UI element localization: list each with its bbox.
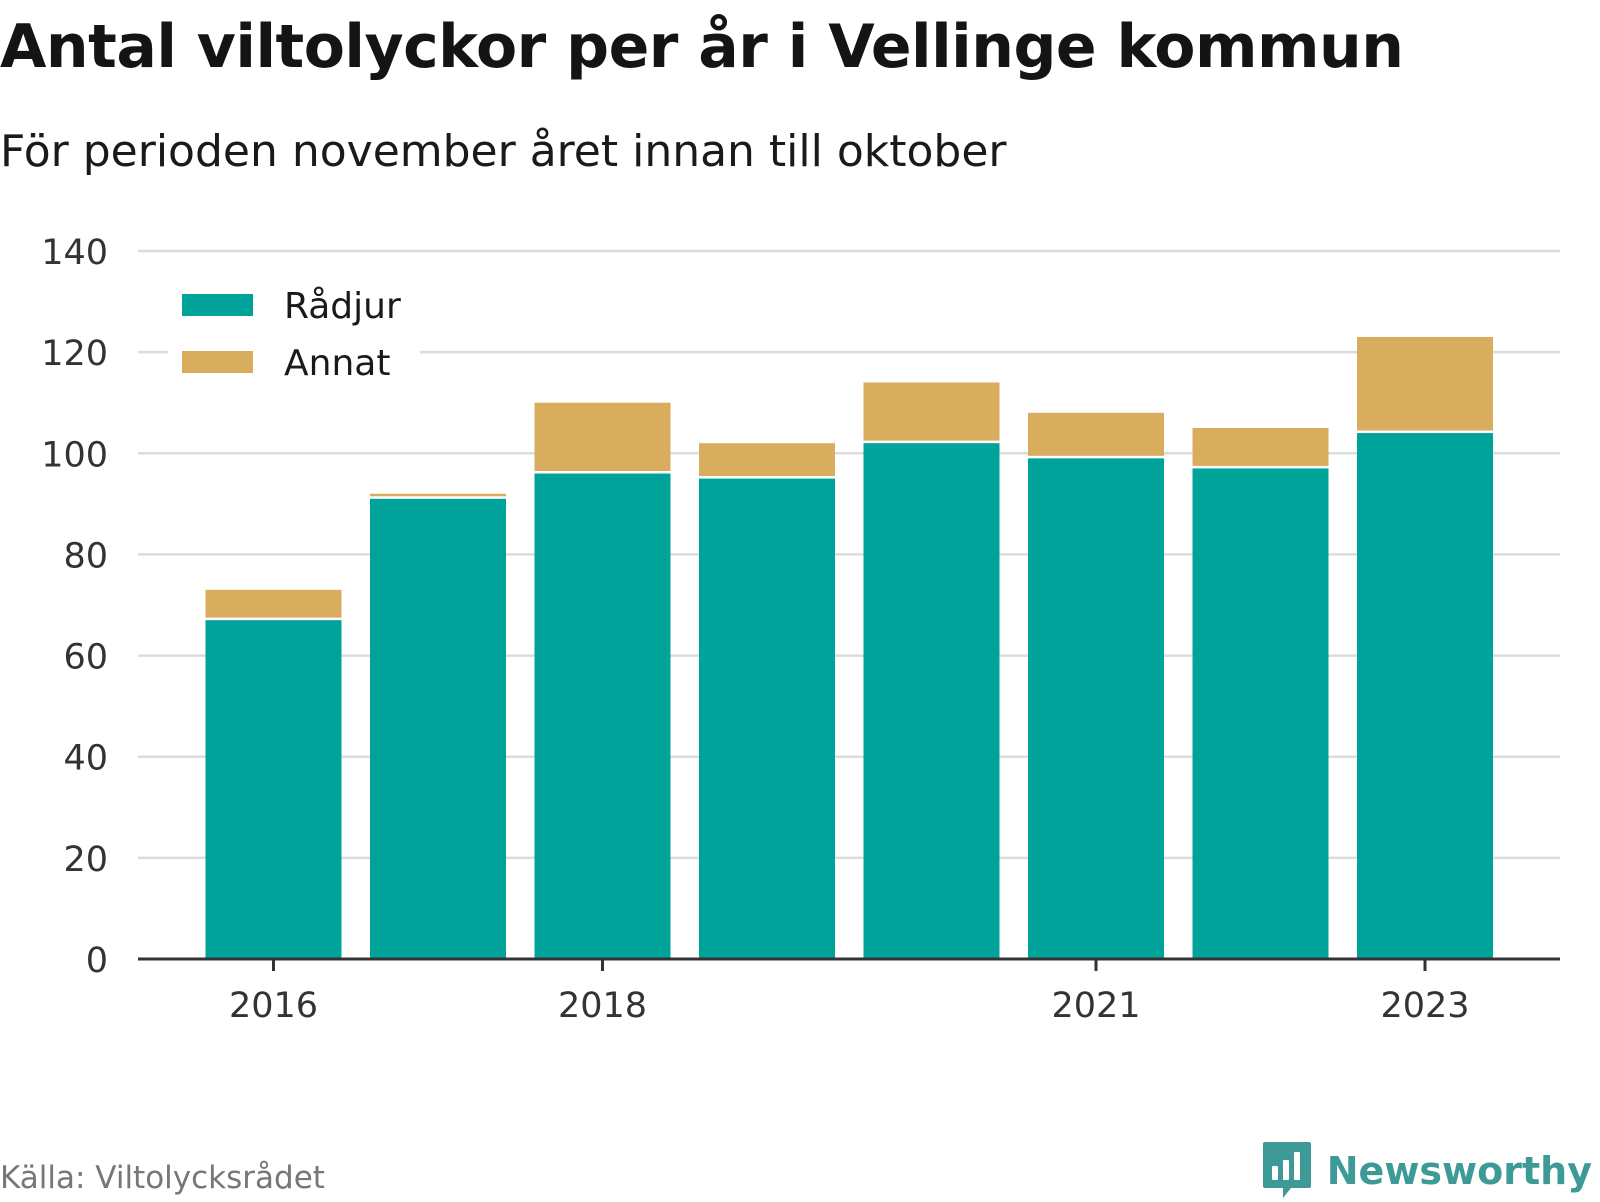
bars [205,336,1493,960]
y-tick-label: 20 [63,840,108,880]
bar-annat-2023 [1357,336,1493,431]
x-tick-label: 2023 [1380,986,1469,1026]
y-tick-label: 120 [41,334,108,374]
bar-annat-2017 [370,493,506,497]
legend-background [168,266,420,396]
bar-rådjur-2018 [534,473,671,959]
bar-annat-2021 [1028,412,1164,456]
legend-swatch-annat [182,351,253,373]
brand-logo: Newsworthy [1261,1140,1592,1202]
bar-rådjur-2021 [1028,458,1164,959]
bar-chart-speech-bubble-icon [1262,1142,1311,1198]
y-tick-label: 80 [63,536,108,576]
bar-rådjur-2022 [1192,468,1329,959]
source-note: Källa: Viltolycksrådet [0,1160,325,1196]
bar-annat-2019 [699,443,835,477]
bar-rådjur-2023 [1357,433,1493,959]
brand-name: Newsworthy [1326,1149,1592,1193]
legend-label-annat: Annat [284,343,390,384]
y-tick-label: 0 [86,941,108,981]
bar-rådjur-2017 [370,498,506,959]
chart-subtitle: För perioden november året innan till ok… [0,126,1007,177]
legend-swatch-rådjur [182,294,253,316]
x-tick-label: 2021 [1051,986,1140,1026]
bar-rådjur-2019 [699,478,835,959]
bar-annat-2020 [863,382,1000,441]
chart-title: Antal viltolyckor per år i Vellinge komm… [0,12,1404,82]
bar-rådjur-2016 [205,620,342,959]
y-tick-label: 140 [41,233,108,273]
bar-annat-2022 [1192,428,1329,466]
y-tick-label: 100 [41,435,108,475]
bar-annat-2016 [205,589,342,618]
x-tick-label: 2016 [229,986,318,1026]
bar-rådjur-2020 [863,443,1000,960]
x-tick-label: 2018 [558,986,647,1026]
axes: 0 20 40 60 80 100 120 140 2016 2018 2021 2023 [41,233,1560,1026]
legend-label-rådjur: Rådjur [284,286,401,327]
legend: Rådjur Annat [168,266,420,396]
bar-annat-2018 [534,402,671,472]
y-tick-label: 40 [63,739,108,779]
y-tick-label: 60 [63,638,108,678]
